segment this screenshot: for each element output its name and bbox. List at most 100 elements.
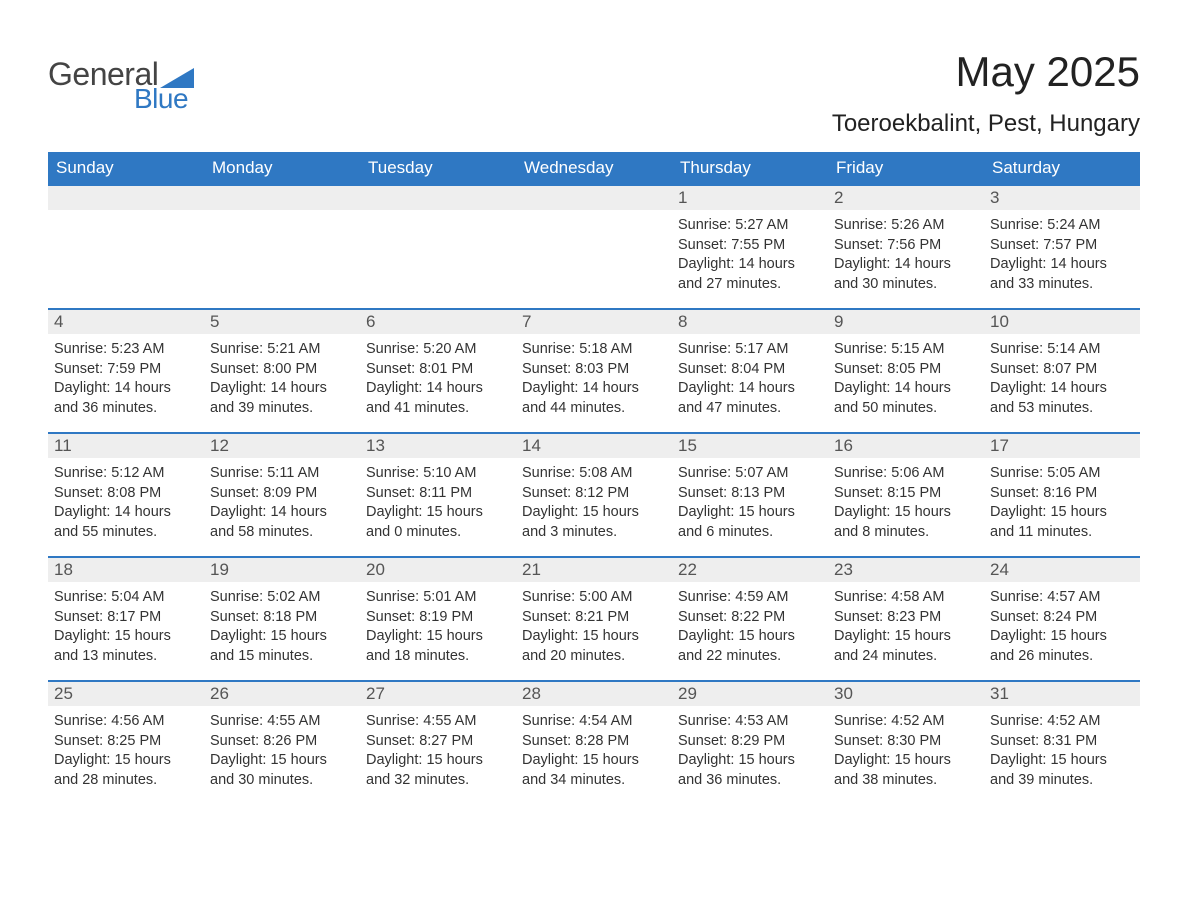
daylight-text: Daylight: 14 hours bbox=[210, 503, 354, 523]
daylight-text: Daylight: 14 hours bbox=[834, 379, 978, 399]
day-cell: 15Sunrise: 5:07 AMSunset: 8:13 PMDayligh… bbox=[672, 434, 828, 556]
sunrise-text: Sunrise: 5:02 AM bbox=[210, 588, 354, 608]
sunrise-text: Sunrise: 5:26 AM bbox=[834, 216, 978, 236]
day-details: Sunrise: 5:01 AMSunset: 8:19 PMDaylight:… bbox=[360, 582, 516, 672]
day-cell: 27Sunrise: 4:55 AMSunset: 8:27 PMDayligh… bbox=[360, 682, 516, 804]
sunset-text: Sunset: 7:56 PM bbox=[834, 236, 978, 256]
sunset-text: Sunset: 8:17 PM bbox=[54, 608, 198, 628]
brand-word2: Blue bbox=[134, 83, 188, 115]
day-details: Sunrise: 4:57 AMSunset: 8:24 PMDaylight:… bbox=[984, 582, 1140, 672]
day-cell: 7Sunrise: 5:18 AMSunset: 8:03 PMDaylight… bbox=[516, 310, 672, 432]
day-number: 5 bbox=[204, 310, 360, 334]
sunset-text: Sunset: 8:08 PM bbox=[54, 484, 198, 504]
sunset-text: Sunset: 8:00 PM bbox=[210, 360, 354, 380]
sunrise-text: Sunrise: 4:55 AM bbox=[366, 712, 510, 732]
day-details: Sunrise: 5:26 AMSunset: 7:56 PMDaylight:… bbox=[828, 210, 984, 300]
sunrise-text: Sunrise: 5:11 AM bbox=[210, 464, 354, 484]
daylight-text: and 47 minutes. bbox=[678, 399, 822, 419]
day-number: 21 bbox=[516, 558, 672, 582]
daylight-text: Daylight: 15 hours bbox=[990, 751, 1134, 771]
sunrise-text: Sunrise: 5:21 AM bbox=[210, 340, 354, 360]
week-row: 11Sunrise: 5:12 AMSunset: 8:08 PMDayligh… bbox=[48, 432, 1140, 556]
day-number: 17 bbox=[984, 434, 1140, 458]
day-number: 19 bbox=[204, 558, 360, 582]
day-details: Sunrise: 5:21 AMSunset: 8:00 PMDaylight:… bbox=[204, 334, 360, 424]
weeks-container: ....1Sunrise: 5:27 AMSunset: 7:55 PMDayl… bbox=[48, 184, 1140, 804]
calendar-grid: SundayMondayTuesdayWednesdayThursdayFrid… bbox=[48, 152, 1140, 804]
daylight-text: and 27 minutes. bbox=[678, 275, 822, 295]
sunset-text: Sunset: 8:16 PM bbox=[990, 484, 1134, 504]
day-cell: 22Sunrise: 4:59 AMSunset: 8:22 PMDayligh… bbox=[672, 558, 828, 680]
sunset-text: Sunset: 8:07 PM bbox=[990, 360, 1134, 380]
sunrise-text: Sunrise: 4:52 AM bbox=[990, 712, 1134, 732]
day-cell: 5Sunrise: 5:21 AMSunset: 8:00 PMDaylight… bbox=[204, 310, 360, 432]
daylight-text: Daylight: 15 hours bbox=[366, 627, 510, 647]
week-row: 18Sunrise: 5:04 AMSunset: 8:17 PMDayligh… bbox=[48, 556, 1140, 680]
day-number: 8 bbox=[672, 310, 828, 334]
day-cell: 12Sunrise: 5:11 AMSunset: 8:09 PMDayligh… bbox=[204, 434, 360, 556]
day-cell: 21Sunrise: 5:00 AMSunset: 8:21 PMDayligh… bbox=[516, 558, 672, 680]
sunrise-text: Sunrise: 5:10 AM bbox=[366, 464, 510, 484]
day-details: Sunrise: 4:55 AMSunset: 8:27 PMDaylight:… bbox=[360, 706, 516, 796]
day-cell: 13Sunrise: 5:10 AMSunset: 8:11 PMDayligh… bbox=[360, 434, 516, 556]
daylight-text: and 15 minutes. bbox=[210, 647, 354, 667]
daylight-text: and 58 minutes. bbox=[210, 523, 354, 543]
sunset-text: Sunset: 8:03 PM bbox=[522, 360, 666, 380]
daylight-text: Daylight: 14 hours bbox=[990, 379, 1134, 399]
day-number: 29 bbox=[672, 682, 828, 706]
sunset-text: Sunset: 8:22 PM bbox=[678, 608, 822, 628]
sunrise-text: Sunrise: 4:59 AM bbox=[678, 588, 822, 608]
sunset-text: Sunset: 8:28 PM bbox=[522, 732, 666, 752]
sunrise-text: Sunrise: 5:04 AM bbox=[54, 588, 198, 608]
location-subtitle: Toeroekbalint, Pest, Hungary bbox=[832, 110, 1140, 138]
sunrise-text: Sunrise: 5:14 AM bbox=[990, 340, 1134, 360]
daylight-text: and 3 minutes. bbox=[522, 523, 666, 543]
daylight-text: Daylight: 14 hours bbox=[990, 255, 1134, 275]
day-details: Sunrise: 4:55 AMSunset: 8:26 PMDaylight:… bbox=[204, 706, 360, 796]
day-number: 11 bbox=[48, 434, 204, 458]
sunset-text: Sunset: 8:15 PM bbox=[834, 484, 978, 504]
daylight-text: Daylight: 14 hours bbox=[678, 255, 822, 275]
daylight-text: and 22 minutes. bbox=[678, 647, 822, 667]
sunrise-text: Sunrise: 4:57 AM bbox=[990, 588, 1134, 608]
weekday-header: Saturday bbox=[984, 152, 1140, 184]
day-cell: 31Sunrise: 4:52 AMSunset: 8:31 PMDayligh… bbox=[984, 682, 1140, 804]
daylight-text: and 18 minutes. bbox=[366, 647, 510, 667]
sunrise-text: Sunrise: 5:18 AM bbox=[522, 340, 666, 360]
sunrise-text: Sunrise: 5:20 AM bbox=[366, 340, 510, 360]
day-details: Sunrise: 5:00 AMSunset: 8:21 PMDaylight:… bbox=[516, 582, 672, 672]
day-number: 2 bbox=[828, 186, 984, 210]
day-cell: 28Sunrise: 4:54 AMSunset: 8:28 PMDayligh… bbox=[516, 682, 672, 804]
weekday-header-row: SundayMondayTuesdayWednesdayThursdayFrid… bbox=[48, 152, 1140, 184]
daylight-text: and 20 minutes. bbox=[522, 647, 666, 667]
day-details: Sunrise: 5:20 AMSunset: 8:01 PMDaylight:… bbox=[360, 334, 516, 424]
sunset-text: Sunset: 8:18 PM bbox=[210, 608, 354, 628]
day-cell: 16Sunrise: 5:06 AMSunset: 8:15 PMDayligh… bbox=[828, 434, 984, 556]
day-number: 16 bbox=[828, 434, 984, 458]
day-cell: 20Sunrise: 5:01 AMSunset: 8:19 PMDayligh… bbox=[360, 558, 516, 680]
daylight-text: Daylight: 15 hours bbox=[990, 503, 1134, 523]
day-cell: 11Sunrise: 5:12 AMSunset: 8:08 PMDayligh… bbox=[48, 434, 204, 556]
day-number: 13 bbox=[360, 434, 516, 458]
daylight-text: Daylight: 15 hours bbox=[834, 503, 978, 523]
day-cell: 19Sunrise: 5:02 AMSunset: 8:18 PMDayligh… bbox=[204, 558, 360, 680]
daylight-text: and 36 minutes. bbox=[54, 399, 198, 419]
day-cell: 29Sunrise: 4:53 AMSunset: 8:29 PMDayligh… bbox=[672, 682, 828, 804]
day-cell: 1Sunrise: 5:27 AMSunset: 7:55 PMDaylight… bbox=[672, 186, 828, 308]
day-number: 31 bbox=[984, 682, 1140, 706]
day-cell: 23Sunrise: 4:58 AMSunset: 8:23 PMDayligh… bbox=[828, 558, 984, 680]
sunrise-text: Sunrise: 4:53 AM bbox=[678, 712, 822, 732]
daylight-text: Daylight: 15 hours bbox=[678, 503, 822, 523]
daylight-text: Daylight: 14 hours bbox=[678, 379, 822, 399]
daylight-text: and 11 minutes. bbox=[990, 523, 1134, 543]
day-details: Sunrise: 5:04 AMSunset: 8:17 PMDaylight:… bbox=[48, 582, 204, 672]
day-number: 6 bbox=[360, 310, 516, 334]
daylight-text: Daylight: 15 hours bbox=[522, 627, 666, 647]
day-details: Sunrise: 5:27 AMSunset: 7:55 PMDaylight:… bbox=[672, 210, 828, 300]
daylight-text: and 50 minutes. bbox=[834, 399, 978, 419]
daylight-text: Daylight: 15 hours bbox=[210, 751, 354, 771]
weekday-header: Tuesday bbox=[360, 152, 516, 184]
day-details: Sunrise: 5:07 AMSunset: 8:13 PMDaylight:… bbox=[672, 458, 828, 548]
sunset-text: Sunset: 7:59 PM bbox=[54, 360, 198, 380]
sunset-text: Sunset: 8:05 PM bbox=[834, 360, 978, 380]
